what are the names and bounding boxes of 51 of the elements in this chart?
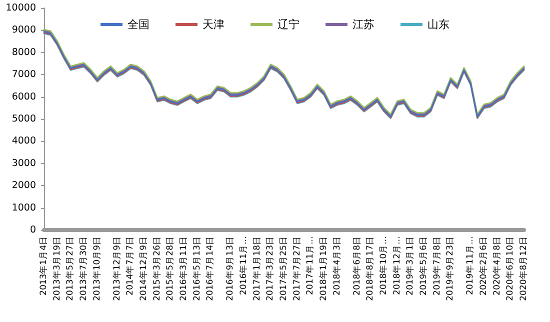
y-tick-label: 10000 <box>6 2 36 14</box>
x-tick-label: 2017年5月25日 <box>278 236 289 301</box>
y-tick-label: 3000 <box>12 158 36 169</box>
x-tick-label: 2017年1月18日 <box>251 236 262 301</box>
x-tick-label: 2013年10月9日 <box>91 236 102 301</box>
x-tick-label: 2020年6月10日 <box>504 236 516 301</box>
x-tick-label: 2016年3月11日 <box>178 236 189 301</box>
x-tick-label: 2016年7月14日 <box>204 236 216 301</box>
x-tick-label: 2017年7月27日 <box>291 236 302 301</box>
x-tick-label: 2018年8月17日 <box>364 236 376 301</box>
x-tick-label: 2013年1月4日 <box>38 236 49 296</box>
x-tick-label: 2014年7月7日 <box>124 236 136 296</box>
x-tick-label: 2019年5月6日 <box>418 236 429 296</box>
x-tick-label: 2016年11月… <box>238 236 249 295</box>
x-tick-label: 2016年5月13日 <box>191 236 202 301</box>
x-tick-label: 2020年4月8日 <box>491 236 502 296</box>
x-tick-label: 2019年11月… <box>464 236 476 295</box>
x-tick-label: 2013年5月27日 <box>64 236 76 301</box>
x-tick-label: 2018年1月19日 <box>318 236 329 301</box>
y-tick-label: 2000 <box>12 180 36 192</box>
x-tick-label: 2018年12月… <box>391 236 402 295</box>
x-tick-label: 2016年9月13日 <box>224 236 236 301</box>
x-tick-label: 2013年7月30日 <box>78 236 89 301</box>
x-tick-label: 2020年8月12日 <box>518 236 529 301</box>
x-tick-label: 2017年3月23日 <box>264 236 276 301</box>
x-tick-label: 2018年10月… <box>378 236 389 295</box>
legend-label: 天津 <box>202 18 224 31</box>
legend-label: 全国 <box>128 18 150 31</box>
legend-label: 江苏 <box>352 18 374 31</box>
x-tick-label: 2018年6月8日 <box>351 236 362 296</box>
x-tick-label: 2014年12月9日 <box>138 236 149 301</box>
x-tick-label: 2019年9月23日 <box>444 236 456 301</box>
x-tick-label: 2018年4月3日 <box>331 236 342 296</box>
x-tick-label: 2019年7月8日 <box>431 236 442 296</box>
x-tick-label: 2019年3月1日 <box>404 236 416 296</box>
y-tick-label: 7000 <box>12 69 36 80</box>
x-tick-label: 2015年3月26日 <box>151 236 162 301</box>
x-tick-label: 2013年3月19日 <box>51 236 62 301</box>
y-tick-label: 1000 <box>12 202 36 214</box>
y-tick-label: 5000 <box>12 114 36 124</box>
x-tick-label: 2013年12月9日 <box>111 236 122 301</box>
x-tick-label: 2017年11月… <box>304 236 316 295</box>
x-tick-label: 2015年5月28日 <box>164 236 176 301</box>
y-tick-label: 4000 <box>12 136 36 147</box>
y-tick-label: 6000 <box>12 91 36 102</box>
y-tick-label: 8000 <box>12 46 36 58</box>
y-tick-label: 0 <box>30 224 36 236</box>
y-tick-label: 9000 <box>12 24 36 36</box>
legend-label: 山东 <box>428 18 450 31</box>
legend-label: 辽宁 <box>278 18 300 31</box>
x-tick-label: 2020年2月6日 <box>478 236 489 296</box>
